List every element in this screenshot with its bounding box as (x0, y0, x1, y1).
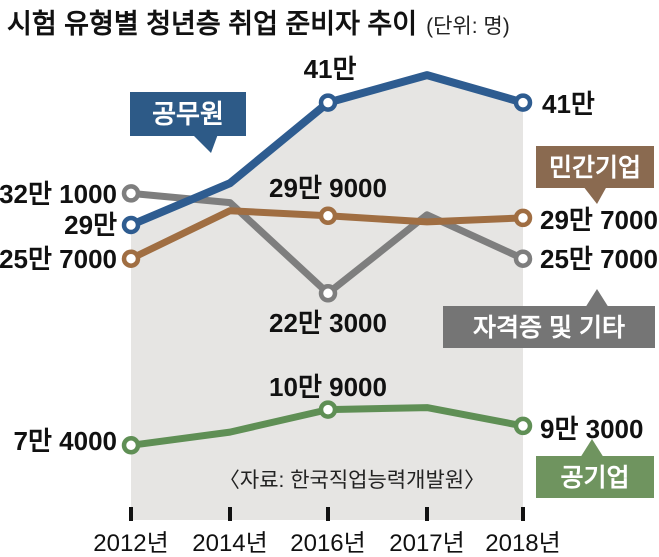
callout-box-gongieop (536, 456, 654, 498)
x-axis-tick (521, 507, 525, 521)
x-axis-label: 2012년 (93, 530, 168, 557)
series-label-mingan: 민간기업 (549, 154, 641, 182)
point-label: 41만 (542, 89, 595, 119)
point-label: 29만 9000 (269, 173, 387, 203)
marker-jagyeokjeung (318, 284, 338, 303)
x-axis-tick (129, 507, 133, 521)
point-label: 25만 7000 (540, 244, 658, 274)
marker-jagyeokjeung (121, 184, 141, 203)
marker-jagyeokjeung (513, 249, 533, 268)
point-label: 9만 3000 (540, 414, 643, 444)
chart-header: 시험 유형별 청년층 취업 준비자 추이 (단위: 명) (7, 2, 510, 41)
marker-gongieop (121, 436, 141, 455)
x-axis-label: 2016년 (290, 530, 365, 557)
callout-box-mingan (536, 146, 654, 188)
point-label: 29만 7000 (540, 205, 658, 235)
x-axis-tick (228, 507, 232, 521)
marker-gongieop (318, 400, 338, 419)
callout-box-jagyeokjeung (443, 306, 655, 348)
marker-gongmuwon (513, 93, 533, 112)
callout-tail-gongieop (580, 439, 604, 458)
point-label: 25만 7000 (0, 244, 117, 274)
callout-box-gongmuwon (130, 92, 246, 136)
x-axis-label: 2014년 (192, 530, 267, 557)
point-label: 29만 (64, 210, 117, 240)
unit-note: (단위: 명) (426, 15, 510, 38)
x-axis-tick (326, 507, 330, 521)
marker-mingan (318, 206, 338, 226)
marker-gongmuwon (121, 215, 141, 235)
marker-gongmuwon (318, 93, 338, 112)
point-label: 10만 9000 (269, 372, 387, 402)
x-axis-label: 2018년 (485, 530, 560, 557)
source-note: 〈자료: 한국직업능력개발원〉 (219, 469, 485, 492)
point-label: 22만 3000 (269, 308, 387, 338)
callout-tail-gongmuwon (192, 134, 218, 153)
callout-tail-mingan (583, 186, 607, 204)
point-label: 32만 1000 (0, 179, 117, 209)
series-label-jagyeokjeung: 자격증 및 기타 (473, 314, 625, 342)
marker-mingan (121, 249, 141, 268)
marker-gongieop (513, 416, 533, 436)
chart-title: 시험 유형별 청년층 취업 준비자 추이 (7, 9, 418, 39)
x-axis-tick (425, 507, 429, 521)
point-label: 41만 (304, 54, 357, 84)
point-label: 7만 4000 (14, 426, 117, 456)
series-label-gongieop: 공기업 (560, 464, 629, 492)
series-label-gongmuwon: 공무원 (152, 99, 224, 129)
x-axis-label: 2017년 (389, 530, 464, 557)
callout-tail-jagyeokjeung (585, 289, 609, 308)
marker-mingan (513, 208, 533, 228)
